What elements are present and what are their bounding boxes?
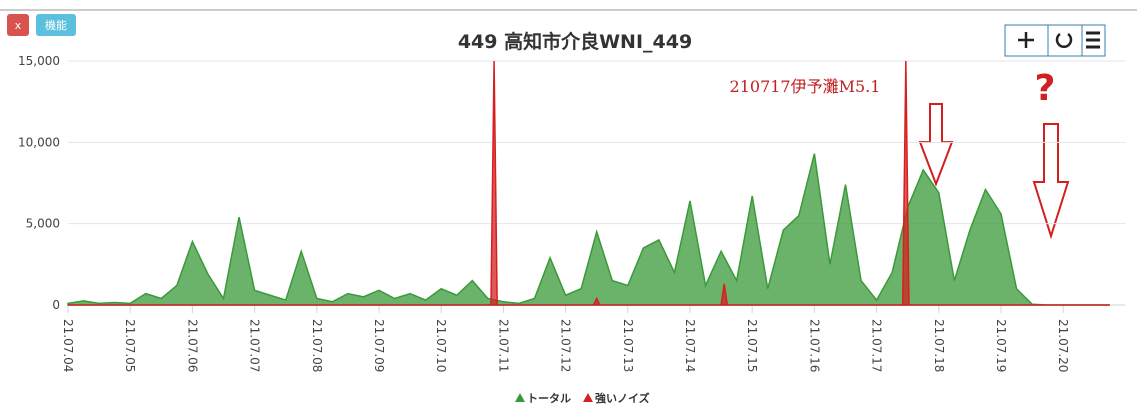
menu-icon[interactable] [1086,31,1100,49]
function-button[interactable] [36,14,76,36]
area [68,60,1110,306]
legend-label: 強いノイズ [595,391,650,405]
x-tick-label: 21.07.08 [310,319,324,372]
chart-title: 449 高知市介良WNI_449 [458,30,692,53]
legend: トータル 強いノイズ [515,391,650,405]
x-tick-label: 21.07.11 [496,319,510,372]
close-label[interactable]: x [15,19,22,32]
x-tick-label: 21.07.17 [870,319,884,372]
x-tick-label: 21.07.13 [621,319,635,372]
x-tick-label: 21.07.19 [994,319,1008,372]
annotation-question: ? [1035,68,1056,109]
legend-marker [583,393,593,402]
x-tick-label: 21.07.04 [61,319,75,372]
x-tick-label: 21.07.06 [185,319,199,372]
x-tick-label: 21.07.20 [1056,319,1070,372]
x-tick-label: 21.07.09 [372,319,386,372]
x-tick-label: 21.07.14 [683,319,697,372]
x-tick-label: 21.07.15 [745,319,759,372]
legend-label: トータル [527,392,571,405]
toolbar [1004,24,1106,57]
move-icon[interactable] [1018,32,1034,48]
refresh-icon[interactable] [1055,32,1073,48]
area [67,153,1110,306]
x-tick-label: 21.07.16 [807,319,821,372]
x-tick-label: 21.07.07 [248,319,262,372]
y-tick-label: 5,000 [26,217,60,231]
x-tick-label: 21.07.12 [559,319,573,372]
x-tick-label: 21.07.18 [932,319,946,372]
arrow [1032,123,1070,240]
annotation: 210717伊予灘M5.1 [730,77,881,96]
x-tick-label: 21.07.10 [434,319,448,372]
y-tick-label: 15,000 [18,54,60,68]
y-tick-label: 10,000 [18,135,60,149]
legend-marker [515,393,525,402]
y-tick-label: 0 [52,298,60,312]
x-tick-label: 21.07.05 [123,319,137,372]
close-button[interactable] [7,14,29,36]
function-label[interactable]: 機能 [45,18,67,32]
